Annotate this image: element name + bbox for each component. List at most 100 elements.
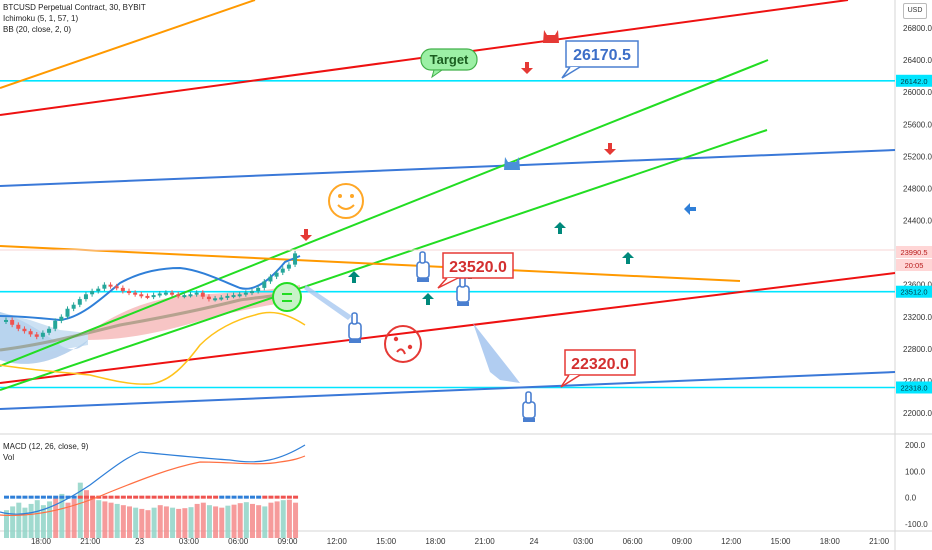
macd-hist-bar (188, 495, 194, 499)
arrow-down-icon (300, 229, 312, 241)
macd-hist-bar (206, 495, 212, 499)
green-lower-channel (0, 129, 768, 391)
price-tick-label: 25200.0 (903, 152, 932, 161)
candle-body (4, 319, 8, 322)
macd-hist-bar (102, 495, 108, 499)
level-label-mid: 23512.0 (900, 288, 927, 297)
target-callout-label: Target (430, 52, 469, 67)
macd-bar (16, 502, 22, 538)
candle-body (133, 292, 138, 295)
macd-hist-bar (139, 495, 145, 499)
macd-hist-bar (213, 495, 219, 499)
macd-hist-bar (262, 495, 268, 499)
arrow-up-icon (422, 293, 434, 305)
candle-body (22, 328, 27, 332)
macd-hist-bar (90, 495, 96, 499)
macd-header: MACD (12, 26, close, 9) Vol (3, 441, 88, 463)
pointing-hand-icon (416, 251, 430, 282)
macd-hist-bar (163, 495, 169, 499)
trend-lines (0, 0, 896, 410)
level-label-low: 22318.0 (900, 383, 927, 392)
green-upper-channel (0, 59, 769, 367)
candle-body (47, 328, 52, 333)
macd-bar (268, 502, 274, 538)
candle-body (286, 264, 291, 269)
macd-hist-bar (28, 495, 34, 499)
time-tick-label: 09:00 (672, 537, 693, 546)
red-lower-trend-line (0, 272, 896, 384)
macd-bar (206, 505, 212, 538)
indicator-vol[interactable]: Vol (3, 453, 15, 462)
macd-bar (250, 503, 255, 538)
time-tick-label: 15:00 (376, 537, 397, 546)
arrow-up-icon (554, 222, 566, 234)
candle-body (40, 332, 45, 337)
pointing-hand-icon (348, 312, 362, 343)
candle-body (206, 296, 211, 300)
macd-hist-bar (256, 495, 262, 499)
macd-hist-bar (114, 495, 120, 499)
macd-bar (28, 503, 34, 538)
macd-bar (151, 507, 157, 538)
macd-bar (4, 510, 9, 538)
macd-tick-label: 0.0 (905, 494, 917, 503)
candle-body (10, 319, 15, 325)
indicator-ichimoku[interactable]: Ichimoku (5, 1, 57, 1) (3, 14, 79, 23)
candle-body (16, 324, 21, 329)
time-tick-label: 06:00 (623, 537, 644, 546)
bb-upper (0, 255, 301, 322)
macd-hist-bar (10, 495, 16, 499)
macd-bar (120, 505, 126, 538)
candle-body (102, 284, 107, 289)
symbol-title[interactable]: BTCUSD Perpetual Contract, 30, BYBIT (3, 3, 146, 12)
annotation-icons (272, 30, 559, 422)
candle-body (170, 292, 175, 295)
price-tick-label: 26800.0 (903, 24, 932, 33)
time-tick-label: 24 (530, 537, 539, 546)
candle-body (157, 293, 162, 296)
countdown-label-bg (896, 259, 932, 271)
macd-bar (170, 507, 176, 538)
arrow-down-icon (521, 62, 533, 74)
macd-bar (59, 493, 65, 538)
time-tick-label: 21:00 (475, 537, 496, 546)
macd-bar (133, 507, 139, 538)
macd-hist-bar (108, 495, 114, 499)
time-tick-label: 03:00 (573, 537, 594, 546)
time-tick-label: 12:00 (721, 537, 742, 546)
macd-bar (22, 507, 28, 538)
macd-hist-bar (176, 495, 182, 499)
macd-hist-bar (157, 495, 163, 499)
candle-body (28, 331, 33, 335)
candle-body (213, 298, 218, 301)
candle-body (250, 291, 254, 294)
macd-hist-bar (4, 495, 9, 499)
macd-bar (10, 506, 16, 538)
indicator-bb[interactable]: BB (20, close, 2, 0) (3, 25, 72, 34)
current-price-label-bg (896, 246, 932, 258)
candle-body (262, 281, 267, 288)
macd-hist-bar (268, 495, 274, 499)
macd-hist-bar (225, 495, 231, 499)
macd-hist-bar (243, 495, 249, 499)
candle-body (114, 286, 119, 289)
signal-line (0, 455, 306, 517)
macd-bar (145, 510, 151, 538)
bb-lower (0, 311, 306, 385)
time-tick-label: 03:00 (179, 537, 200, 546)
macd-hist-bar (65, 495, 71, 499)
macd-hist-bar (286, 495, 292, 499)
candle-body (65, 308, 70, 317)
candle-body (139, 294, 144, 297)
bollinger-bands (0, 255, 306, 385)
candle-body (77, 299, 82, 305)
time-tick-label: 18:00 (820, 537, 841, 546)
time-tick-label: 12:00 (327, 537, 348, 546)
currency-button[interactable]: USD (903, 3, 927, 19)
time-tick-label: 09:00 (277, 537, 298, 546)
macd-bar (83, 490, 89, 538)
level-label-low-bg (896, 381, 932, 394)
indicator-macd[interactable]: MACD (12, 26, close, 9) (3, 442, 89, 451)
candle-body (256, 287, 261, 292)
